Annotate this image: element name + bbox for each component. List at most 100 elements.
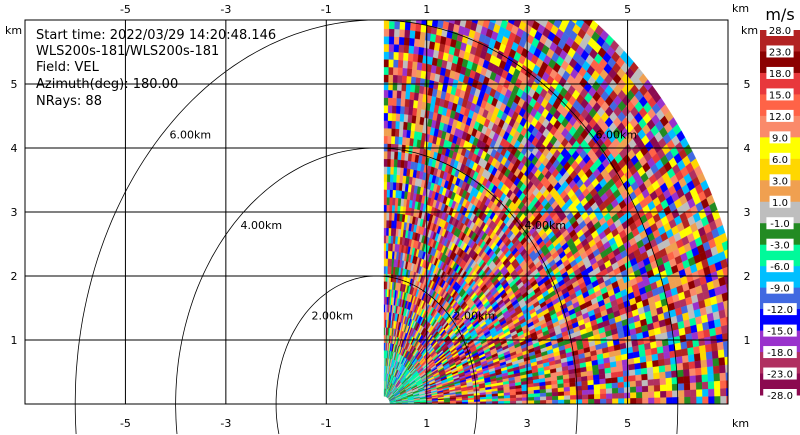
gate <box>540 0 548 10</box>
gate <box>468 5 475 14</box>
gate <box>697 330 705 340</box>
gate <box>383 181 388 190</box>
gate <box>389 212 393 221</box>
gate <box>456 9 463 18</box>
gate <box>395 120 401 130</box>
gate <box>716 333 724 344</box>
gate <box>487 4 494 14</box>
gate <box>387 135 392 144</box>
gate <box>383 135 388 144</box>
gate <box>592 374 600 381</box>
gate <box>454 20 462 26</box>
gate <box>390 6 396 14</box>
gate <box>727 291 728 296</box>
gate <box>634 368 642 376</box>
gate <box>402 67 408 77</box>
gate <box>569 377 576 384</box>
gate <box>574 7 583 18</box>
gate <box>497 9 505 19</box>
gate <box>388 74 394 83</box>
gate <box>742 346 749 355</box>
gate <box>675 349 683 358</box>
gate <box>682 362 690 371</box>
gate <box>433 11 439 20</box>
gate <box>383 242 387 251</box>
gate <box>400 105 406 115</box>
gate <box>532 3 540 13</box>
gate <box>385 250 389 259</box>
gate <box>383 120 389 129</box>
gate <box>383 235 387 244</box>
gate <box>736 305 743 315</box>
gate <box>383 143 388 152</box>
gate <box>459 20 467 28</box>
gate <box>383 158 388 167</box>
gate <box>739 321 746 330</box>
gate <box>383 281 386 290</box>
gate <box>495 20 503 27</box>
gate <box>548 0 556 7</box>
gate <box>426 20 434 27</box>
gate <box>401 0 407 7</box>
gate <box>429 0 436 3</box>
gate <box>651 353 659 362</box>
gate <box>405 91 411 100</box>
gate <box>700 359 708 368</box>
gate <box>720 324 728 335</box>
gate <box>410 22 417 32</box>
gate <box>397 67 404 76</box>
gate <box>736 347 743 356</box>
gate <box>397 74 403 84</box>
gate <box>743 354 750 363</box>
gate <box>723 348 728 358</box>
gate <box>398 44 405 53</box>
gate <box>479 9 486 19</box>
gate <box>551 7 559 18</box>
gate <box>389 197 393 206</box>
gate <box>389 20 395 30</box>
gate <box>705 343 713 353</box>
gate <box>386 212 390 221</box>
gate <box>711 342 719 352</box>
gate <box>723 300 728 310</box>
gate <box>386 220 390 229</box>
gate <box>687 354 695 363</box>
gate <box>431 20 439 28</box>
gate <box>384 0 390 6</box>
gate <box>386 227 390 236</box>
gate <box>392 90 398 99</box>
gate <box>383 36 390 45</box>
gate <box>398 128 404 138</box>
gate <box>663 351 671 360</box>
gate <box>557 0 566 5</box>
gate <box>727 266 728 267</box>
gate <box>390 174 394 183</box>
gate <box>505 5 513 15</box>
gate <box>393 59 399 68</box>
gate <box>402 60 409 69</box>
gate <box>434 3 441 12</box>
gate <box>383 20 390 29</box>
gate <box>388 89 393 98</box>
gate <box>680 341 688 350</box>
gate <box>706 358 714 368</box>
gate <box>730 348 737 357</box>
gate <box>383 166 388 175</box>
gate <box>396 105 401 114</box>
gate <box>730 306 737 316</box>
gate <box>470 0 477 7</box>
gate <box>387 158 392 167</box>
gate <box>722 340 728 350</box>
gate <box>383 66 389 75</box>
gate <box>383 112 389 121</box>
gate <box>393 159 398 168</box>
gate <box>483 0 491 4</box>
gate <box>408 45 415 54</box>
gate <box>681 355 689 364</box>
gate <box>400 98 406 107</box>
gate <box>386 235 389 244</box>
gate <box>463 3 470 12</box>
gate <box>500 2 508 12</box>
gate <box>404 98 410 108</box>
gate <box>592 369 600 376</box>
